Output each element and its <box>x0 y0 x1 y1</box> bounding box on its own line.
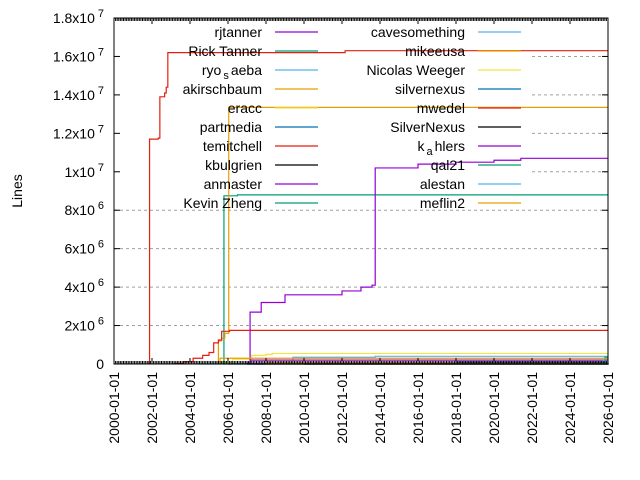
series-line-eracc <box>216 352 608 364</box>
legend-item: qal21 <box>431 157 521 173</box>
x-tick-label: 2018-01-01 <box>448 372 464 444</box>
y-tick-label: 6x10 6 <box>65 239 104 257</box>
legend-label: eracc <box>228 100 262 116</box>
legend-label: silvernexus <box>395 81 465 97</box>
legend-item: mikeeusa <box>405 43 521 59</box>
legend-item: rjtanner <box>215 24 318 40</box>
axes: 0 2x10 6 4x10 6 6x10 6 8x10 6 1x10 7 1.2x10 7 1.4x10 7… <box>53 8 616 444</box>
x-tick-label: 2000-01-01 <box>106 372 122 444</box>
x-tick-label: 2012-01-01 <box>334 372 350 444</box>
legend-label: mikeeusa <box>405 43 465 59</box>
legend-label: anmaster <box>204 176 263 192</box>
y-tick-label: 2x10 6 <box>65 316 104 334</box>
x-tick-label: 2002-01-01 <box>144 372 160 444</box>
y-tick-label: 1.4x10 7 <box>53 85 104 103</box>
legend-label: meflin2 <box>420 195 465 211</box>
legend-item: Rick Tanner <box>188 43 318 59</box>
legend-item: cavesomething <box>371 24 521 40</box>
legend-item: anmaster <box>204 176 318 192</box>
x-tick-label: 2004-01-01 <box>182 372 198 444</box>
plot-border <box>113 17 609 365</box>
y-axis-label: Lines <box>9 174 25 207</box>
x-tick-label: 2016-01-01 <box>410 372 426 444</box>
legend-label: k a hlers <box>418 138 465 158</box>
x-tick-label: 2008-01-01 <box>258 372 274 444</box>
legend-label: kbulgrien <box>205 157 262 173</box>
legend-label: rjtanner <box>215 24 263 40</box>
x-tick-label: 2010-01-01 <box>296 372 312 444</box>
y-tick-label: 4x10 6 <box>65 277 104 295</box>
legend-label: qal21 <box>431 157 465 173</box>
y-tick-label: 1.2x10 7 <box>53 123 104 141</box>
legend-label: Rick Tanner <box>188 43 262 59</box>
legend-item: temitchell <box>203 138 318 154</box>
legend-label: akirschbaum <box>183 81 262 97</box>
legend-label: Kevin Zheng <box>183 195 262 211</box>
legend-item: akirschbaum <box>183 81 318 97</box>
y-tick-label: 1.6x10 7 <box>53 46 104 64</box>
x-tick-label: 2020-01-01 <box>486 372 502 444</box>
series-line-anmaster <box>249 157 608 364</box>
legend-item: meflin2 <box>420 195 521 211</box>
legend-item: silvernexus <box>395 81 521 97</box>
y-tick-label: 0 <box>96 356 104 372</box>
legend-item: alestan <box>420 176 521 192</box>
x-tick-label: 2022-01-01 <box>524 372 540 444</box>
legend-item: ryo s aeba <box>202 62 318 82</box>
legend-label: alestan <box>420 176 465 192</box>
y-tick-label: 8x10 6 <box>65 200 104 218</box>
y-tick-label: 1.8x10 7 <box>53 8 104 26</box>
series-line-akirschbaum <box>217 106 608 364</box>
legend-label: Nicolas Weeger <box>366 62 465 78</box>
x-tick-label: 2024-01-01 <box>562 372 578 444</box>
legend-item: Nicolas Weeger <box>366 62 521 78</box>
legend-label: temitchell <box>203 138 262 154</box>
legend-label: ryo s aeba <box>202 62 262 82</box>
legend-item: Kevin Zheng <box>183 195 318 211</box>
legend-item: partmedia <box>200 119 318 135</box>
series-line-rick-tanner <box>223 194 608 365</box>
legend-label: cavesomething <box>371 24 465 40</box>
legend-item: SilverNexus <box>390 119 521 135</box>
series-line-mwedel <box>148 50 608 364</box>
legend-label: SilverNexus <box>390 119 465 135</box>
x-tick-label: 2006-01-01 <box>220 372 236 444</box>
y-tick-label: 1x10 7 <box>65 162 104 180</box>
legend-item: eracc <box>228 100 318 116</box>
legend-item: mwedel <box>417 100 521 116</box>
legend-label: mwedel <box>417 100 465 116</box>
x-tick-label: 2014-01-01 <box>372 372 388 444</box>
legend-item: kbulgrien <box>205 157 318 173</box>
legend-item: k a hlers <box>418 138 521 158</box>
series-line-cavesomething <box>292 355 608 364</box>
legend-label: partmedia <box>200 119 262 135</box>
x-tick-label: 2026-01-01 <box>600 372 616 444</box>
